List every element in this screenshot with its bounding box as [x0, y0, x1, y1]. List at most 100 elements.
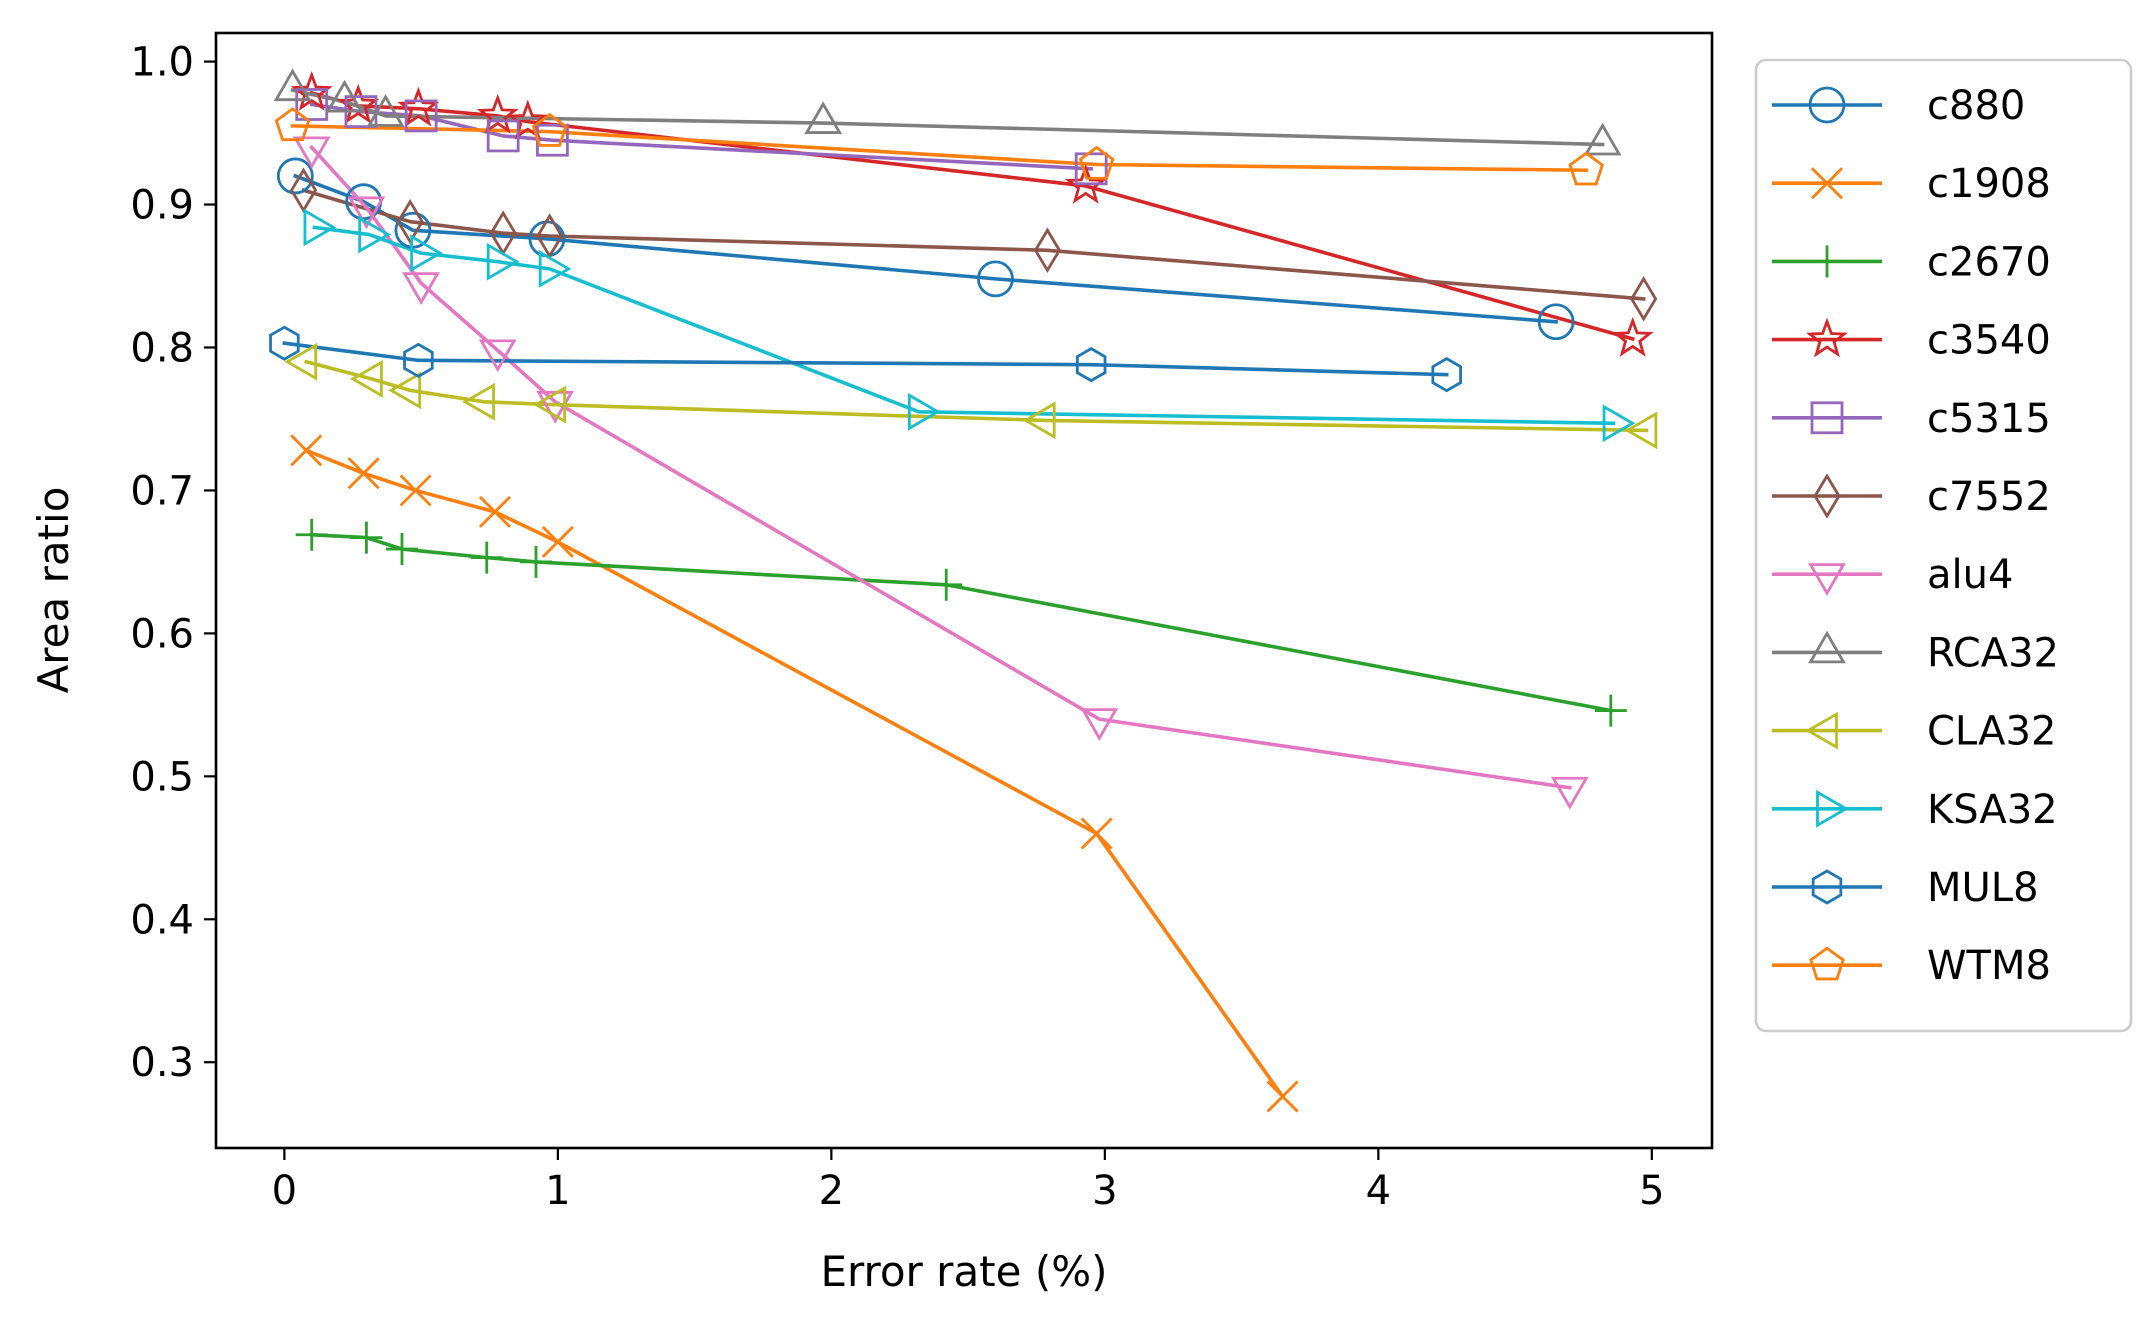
data-point-alu4 — [347, 196, 386, 230]
data-point-c7552 — [289, 167, 318, 213]
data-point-ksa32 — [1602, 404, 1636, 443]
y-tick-label: 0.7 — [130, 468, 194, 514]
legend-label-alu4: alu4 — [1927, 552, 2013, 598]
data-point-c1908 — [290, 434, 323, 467]
legend-marker-c7552 — [1813, 473, 1841, 519]
data-point-alu4 — [1080, 708, 1119, 741]
series-line-mul8 — [282, 341, 1449, 377]
legend-marker-c2670 — [1811, 245, 1843, 278]
data-point-c1908 — [1266, 1080, 1299, 1113]
y-tick-label: 0.8 — [130, 325, 194, 371]
legend-item-c2670: c2670 — [1772, 239, 2051, 285]
data-point-rca32 — [366, 94, 405, 127]
legend-item-c1908: c1908 — [1772, 161, 2051, 207]
data-point-rca32 — [273, 68, 312, 102]
data-point-alu4 — [292, 136, 331, 170]
data-point-ksa32 — [907, 392, 941, 431]
data-point-c880 — [1537, 303, 1575, 341]
legend-label-cla32: CLA32 — [1927, 709, 2056, 755]
legend-item-alu4: alu4 — [1772, 552, 2013, 598]
data-point-mul8 — [269, 325, 300, 361]
legend-marker-c880 — [1808, 86, 1846, 124]
data-point-mul8 — [1075, 347, 1107, 383]
data-point-c2670 — [295, 518, 328, 551]
data-point-mul8 — [1431, 357, 1462, 393]
data-point-c3540 — [290, 71, 333, 111]
x-tick-label: 4 — [1366, 1168, 1391, 1214]
data-point-c2670 — [1594, 694, 1627, 727]
legend-label-c1908: c1908 — [1927, 161, 2051, 207]
series-line-wtm8 — [290, 124, 1589, 173]
data-point-c5315 — [486, 119, 520, 153]
legend-entries: c880 c1908 c2670 c3540 c5315 c7552 alu4 RCA32 CL… — [1772, 83, 2059, 989]
y-axis: 0.3 0.4 0.5 0.6 0.7 0.8 0.9 1.0 — [130, 40, 216, 1086]
data-point-ksa32 — [358, 215, 391, 254]
legend-label-rca32: RCA32 — [1927, 630, 2059, 676]
data-point-cla32 — [533, 385, 567, 424]
legend-item-c3540: c3540 — [1772, 317, 2051, 364]
legend-label-c7552: c7552 — [1927, 474, 2051, 520]
legend-item-c7552: c7552 — [1772, 473, 2051, 520]
data-point-c5315 — [295, 88, 329, 121]
legend-label-c2670: c2670 — [1927, 239, 2051, 285]
data-point-alu4 — [478, 339, 517, 373]
series-line-cla32 — [304, 359, 1649, 433]
legend-label-c880: c880 — [1927, 83, 2025, 129]
legend-item-c880: c880 — [1772, 83, 2025, 129]
legend-label-mul8: MUL8 — [1927, 865, 2039, 911]
legend-item-rca32: RCA32 — [1772, 630, 2059, 676]
data-point-wtm8 — [1078, 145, 1115, 180]
data-point-c7552 — [1629, 276, 1658, 322]
data-point-c7552 — [396, 198, 424, 245]
legend-marker-rca32 — [1808, 630, 1846, 664]
legend-item-ksa32: KSA32 — [1772, 787, 2058, 833]
x-tick-label: 5 — [1639, 1168, 1664, 1214]
legend-marker-wtm8 — [1809, 946, 1845, 981]
series-line-alu4 — [309, 144, 1572, 790]
data-point-cla32 — [1022, 401, 1056, 440]
x-tick-label: 2 — [819, 1168, 844, 1214]
legend-item-c5315: c5315 — [1772, 396, 2051, 442]
y-tick-label: 0.4 — [130, 897, 194, 943]
x-tick-label: 3 — [1092, 1168, 1117, 1214]
data-point-c7552 — [536, 213, 564, 259]
data-point-alu4 — [402, 272, 440, 305]
legend-label-ksa32: KSA32 — [1927, 787, 2058, 833]
data-point-c5315 — [404, 99, 438, 133]
data-point-cla32 — [388, 371, 422, 410]
data-point-mul8 — [403, 342, 434, 378]
plot-frame — [214, 31, 1714, 1150]
data-point-c3540 — [506, 99, 549, 140]
data-point-ksa32 — [410, 234, 443, 273]
data-point-wtm8 — [274, 107, 311, 142]
data-point-ksa32 — [303, 208, 337, 247]
legend-marker-ksa32 — [1816, 789, 1849, 828]
legend-item-mul8: MUL8 — [1772, 865, 2039, 911]
data-point-rca32 — [1583, 122, 1622, 156]
plot-markers — [269, 68, 1658, 1113]
data-point-rca32 — [804, 101, 843, 134]
data-point-cla32 — [462, 382, 495, 421]
y-tick-label: 1.0 — [130, 40, 194, 86]
data-point-c880 — [977, 260, 1014, 298]
legend-item-cla32: CLA32 — [1772, 709, 2056, 755]
data-point-c1908 — [1080, 817, 1113, 850]
data-point-cla32 — [1624, 411, 1658, 450]
data-point-c2670 — [350, 521, 383, 554]
y-tick-label: 0.6 — [130, 611, 194, 657]
data-point-c2670 — [519, 545, 552, 578]
data-point-c3540 — [1611, 316, 1654, 357]
data-point-cla32 — [284, 342, 318, 381]
data-point-c2670 — [470, 541, 503, 574]
x-axis-label: Error rate (%) — [820, 1247, 1107, 1296]
data-point-c1908 — [399, 474, 432, 507]
data-point-c1908 — [541, 525, 574, 558]
y-tick-label: 0.5 — [130, 754, 194, 800]
data-point-wtm8 — [1568, 151, 1605, 186]
data-point-c1908 — [347, 457, 380, 490]
data-point-wtm8 — [531, 112, 568, 147]
data-point-c1908 — [478, 495, 511, 528]
legend-marker-c5315 — [1810, 401, 1844, 435]
y-axis-label: Area ratio — [29, 487, 78, 694]
